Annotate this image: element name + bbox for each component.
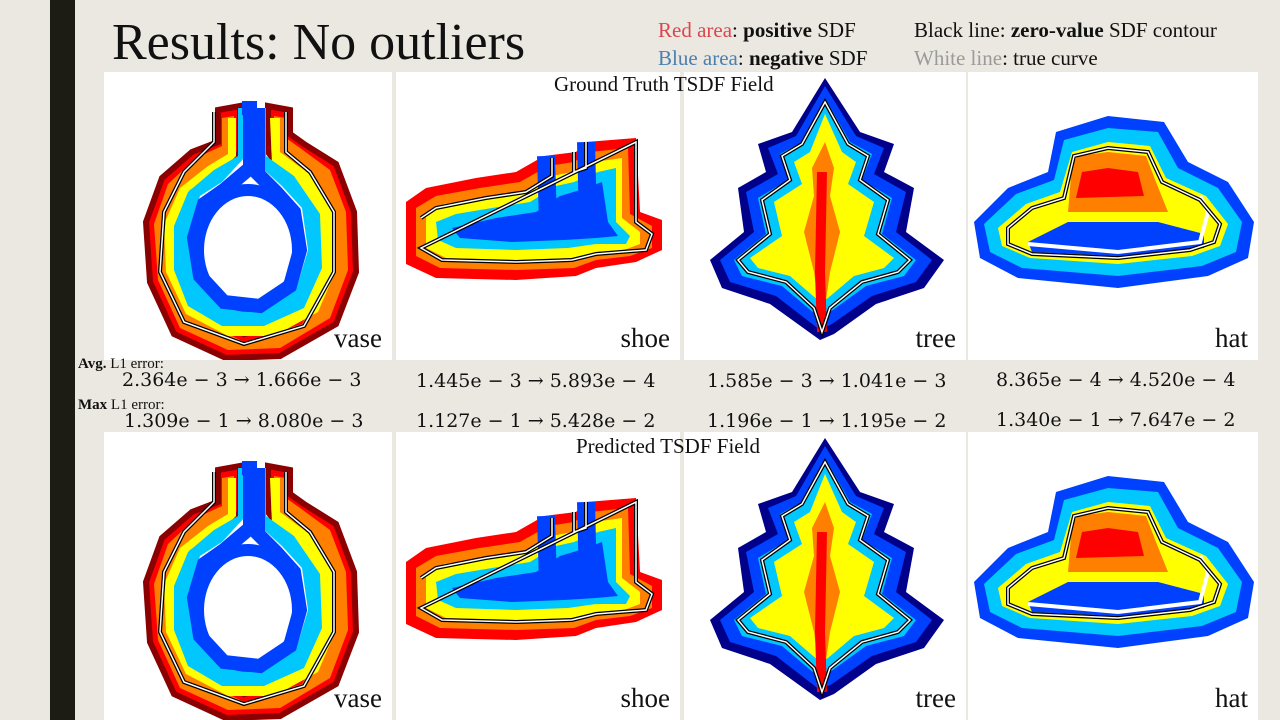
avg-error-shoe: 1.445e − 3 → 5.893e − 4 (416, 370, 656, 392)
max-error-vase: 1.309e − 1 → 8.080e − 3 (124, 410, 364, 432)
pred-hat-field (974, 476, 1254, 648)
slide-title: Results: No outliers (112, 14, 526, 71)
max-error-tree: 1.196e − 1 → 1.195e − 2 (707, 410, 947, 432)
legend-black-bold: zero-value (1010, 18, 1104, 42)
gt-label-vase: vase (334, 323, 382, 353)
vase-true-curve (159, 112, 335, 345)
gt-label-tree: tree (915, 323, 956, 353)
left-accent-bar (50, 0, 75, 720)
pred-shoe-field (406, 498, 662, 640)
legend-white-prefix: White line (914, 46, 1003, 70)
legend-red-suffix: SDF (811, 18, 856, 42)
legend-black-prefix: Black line: (914, 18, 1011, 42)
avg-error-label: Avg. L1 error: (78, 356, 164, 373)
gt-shoe-field (406, 138, 662, 280)
gt-panel-vase: vase (104, 72, 392, 360)
gt-vase-field (142, 101, 360, 360)
pred-panel-vase: vase (104, 432, 392, 720)
legend-red-prefix: Red area (658, 18, 733, 42)
pred-label-hat: hat (1215, 683, 1248, 713)
pred-vase-field (142, 461, 360, 720)
legend-white-suffix: : true curve (1002, 46, 1098, 70)
pred-label-vase: vase (334, 683, 382, 713)
avg-label-bold: Avg. (78, 356, 107, 372)
gt-label-shoe: shoe (620, 323, 671, 353)
legend-blue-area: Blue area: negative SDF (658, 46, 868, 70)
max-label-rest: L1 error: (107, 397, 165, 413)
gt-panel-hat: hat (968, 72, 1258, 360)
pred-panel-hat: hat (968, 432, 1258, 720)
max-error-shoe: 1.127e − 1 → 5.428e − 2 (416, 410, 656, 432)
ground-truth-title: Ground Truth TSDF Field (554, 72, 774, 96)
legend-blue-suffix: SDF (823, 46, 868, 70)
legend-red-bold: positive (743, 18, 812, 42)
avg-error-hat: 8.365e − 4 → 4.520e − 4 (996, 369, 1236, 391)
gt-tree-field (710, 78, 944, 340)
max-label-bold: Max (78, 397, 108, 413)
max-error-label: Max L1 error: (78, 397, 165, 414)
avg-error-vase: 2.364e − 3 → 1.666e − 3 (122, 369, 362, 391)
avg-error-tree: 1.585e − 3 → 1.041e − 3 (707, 370, 947, 392)
avg-label-rest: L1 error: (106, 356, 164, 372)
legend-red-area: Red area: positive SDF (658, 18, 856, 42)
max-error-hat: 1.340e − 1 → 7.647e − 2 (996, 409, 1236, 431)
legend-blue-prefix: Blue area (658, 46, 738, 70)
pred-tree-field (710, 438, 944, 700)
predicted-title: Predicted TSDF Field (576, 434, 760, 458)
legend-white-line: White line: true curve (914, 46, 1098, 71)
gt-hat-field (974, 116, 1254, 288)
legend-blue-bold: negative (748, 46, 824, 70)
gt-panel-tree: tree (684, 72, 966, 360)
legend-black-suffix: SDF contour (1103, 18, 1217, 42)
pred-label-tree: tree (915, 683, 956, 713)
gt-label-hat: hat (1215, 323, 1248, 353)
legend-black-line: Black line: zero-value SDF contour (914, 18, 1217, 43)
gt-panel-shoe: shoe (396, 72, 680, 360)
pred-label-shoe: shoe (620, 683, 671, 713)
pred-panel-tree: tree (684, 432, 966, 720)
vase-field-bands (142, 101, 360, 360)
pred-panel-shoe: shoe (396, 432, 680, 720)
